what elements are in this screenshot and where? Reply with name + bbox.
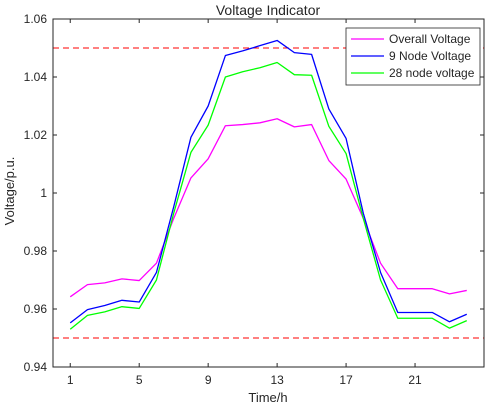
series-lines	[69, 39, 468, 330]
legend-label-2: 28 node voltage	[389, 66, 475, 80]
series-line-0	[69, 118, 467, 298]
y-tick-label: 1	[40, 186, 47, 200]
y-tick-label: 1.06	[24, 12, 48, 26]
series-line-2	[69, 61, 468, 330]
reference-lines	[53, 47, 484, 339]
x-tick-label: 17	[339, 373, 353, 387]
x-tick-label: 9	[205, 373, 212, 387]
x-tick-label: 5	[136, 373, 143, 387]
chart-title: Voltage Indicator	[216, 2, 321, 18]
y-tick-label: 1.04	[24, 70, 48, 84]
x-tick-label: 1	[67, 373, 74, 387]
series-line-1	[69, 39, 468, 324]
y-tick-label: 0.94	[24, 360, 48, 374]
y-tick-label: 0.96	[24, 302, 48, 316]
legend: Overall Voltage 9 Node Voltage 28 node vol…	[345, 27, 481, 86]
x-tick-label: 13	[270, 373, 284, 387]
legend-label-0: Overall Voltage	[389, 32, 471, 46]
legend-label-1: 9 Node Voltage	[389, 49, 471, 63]
y-tick-label: 1.02	[24, 128, 48, 142]
y-axis-label: Voltage/p.u.	[2, 157, 17, 226]
axes: 1 5 9 13 17 21 0.94 0.96 0.98 1 1.02 1.04 1.06	[24, 12, 485, 387]
y-tick-label: 0.98	[24, 244, 48, 258]
x-tick-label: 21	[408, 373, 422, 387]
x-axis-label: Time/h	[248, 390, 287, 405]
